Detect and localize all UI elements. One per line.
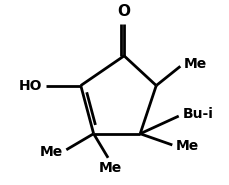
Text: Me: Me <box>98 161 122 175</box>
Text: Bu-i: Bu-i <box>182 107 213 121</box>
Text: Me: Me <box>40 145 63 159</box>
Text: Me: Me <box>176 139 199 153</box>
Text: HO: HO <box>19 79 42 92</box>
Text: Me: Me <box>183 57 207 71</box>
Text: O: O <box>118 4 131 19</box>
